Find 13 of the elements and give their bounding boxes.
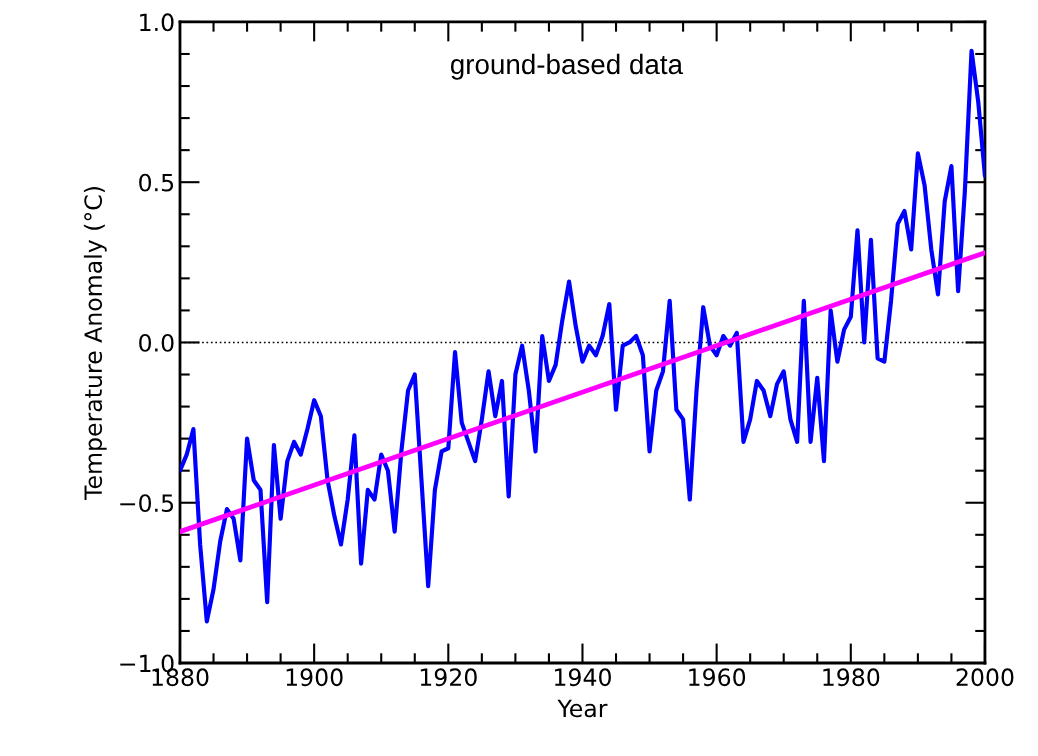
y-tick-label: 0.0 bbox=[139, 333, 174, 352]
x-tick-label: 1980 bbox=[823, 668, 880, 687]
y-tick-label: −0.5 bbox=[120, 494, 174, 513]
y-tick-label: 0.5 bbox=[139, 173, 174, 192]
y-tick-label: 1.0 bbox=[140, 13, 174, 32]
annotation: ground-based data bbox=[450, 53, 683, 80]
x-axis-title: Year bbox=[557, 699, 608, 718]
x-tick-label: 1940 bbox=[555, 668, 611, 687]
x-tick-label: 1920 bbox=[420, 668, 477, 687]
x-tick-label: 1960 bbox=[689, 668, 746, 687]
x-tick-label: 1900 bbox=[286, 668, 343, 687]
x-tick-label: 2000 bbox=[956, 668, 1014, 687]
y-axis-title: Temperature Anomaly (°C) bbox=[83, 187, 107, 500]
